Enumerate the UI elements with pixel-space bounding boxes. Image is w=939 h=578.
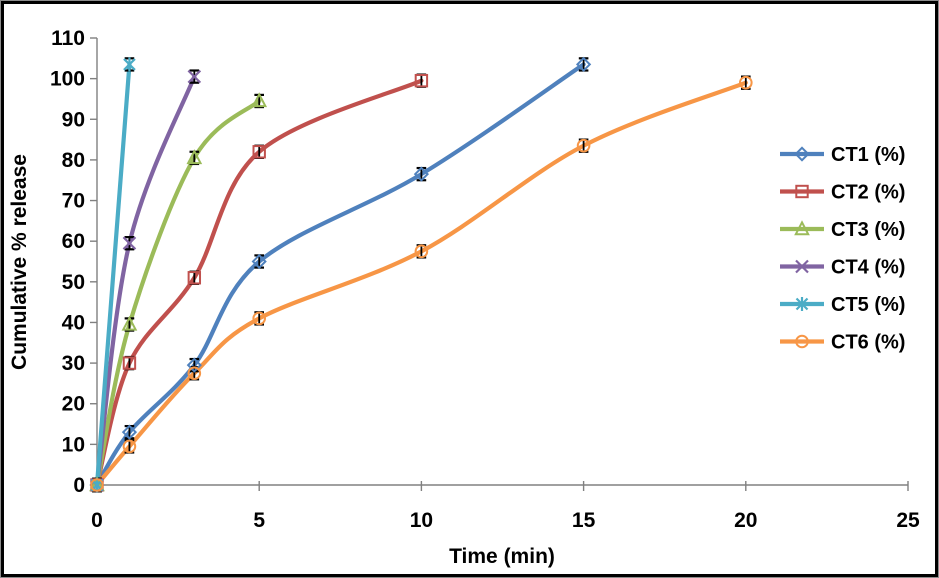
- marker-ct6: [576, 138, 591, 153]
- y-tick-label: 70: [62, 190, 85, 213]
- x-tick-label: 5: [253, 509, 265, 532]
- marker-ct3: [121, 315, 138, 331]
- marker-ct3: [251, 92, 268, 108]
- marker-ct1: [413, 166, 430, 182]
- series-line-ct5: [94, 62, 132, 488]
- y-tick-label: 60: [62, 230, 85, 253]
- legend-item-ct5: CT5 (%): [780, 294, 905, 316]
- y-tick-label: 50: [62, 271, 85, 294]
- legend-label-ct2: CT2 (%): [831, 182, 905, 204]
- plot-series: [89, 56, 753, 493]
- marker-ct6: [90, 478, 104, 492]
- marker-ct4: [122, 236, 137, 250]
- legend-label-ct4: CT4 (%): [831, 257, 905, 279]
- series-line-ct3: [94, 98, 262, 488]
- y-tick-label: 0: [73, 474, 85, 497]
- y-axis-title: Cumulative % release: [8, 154, 31, 370]
- legend-swatch-marker-ct6: [795, 334, 809, 349]
- series-line-ct6: [94, 80, 748, 488]
- marker-ct1: [251, 253, 267, 270]
- legend-swatch-marker-ct4: [795, 259, 809, 274]
- marker-ct2: [187, 271, 202, 285]
- legend-swatch-marker-ct1: [794, 146, 810, 162]
- series-line-ct1: [94, 62, 586, 488]
- x-tick-label: 20: [734, 509, 757, 532]
- series-line-ct2: [94, 78, 424, 488]
- marker-ct2: [252, 145, 266, 159]
- marker-ct6: [187, 366, 202, 381]
- marker-ct6: [122, 439, 137, 454]
- x-axis-title: Time (min): [449, 545, 555, 568]
- marker-ct6: [739, 75, 753, 90]
- marker-ct6: [252, 311, 267, 326]
- marker-ct2: [122, 356, 137, 370]
- legend-item-ct3: CT3 (%): [780, 219, 905, 241]
- marker-ct2: [414, 73, 429, 88]
- y-tick-label: 90: [62, 108, 85, 131]
- marker-ct1: [575, 56, 592, 73]
- marker-ct1: [121, 424, 138, 440]
- y-tick-label: 80: [62, 149, 85, 172]
- legend-item-ct2: CT2 (%): [780, 182, 905, 204]
- marker-ct1: [186, 357, 202, 373]
- legend-label-ct6: CT6 (%): [831, 332, 905, 354]
- legend-item-ct1: CT1 (%): [780, 144, 905, 166]
- marker-ct4: [187, 69, 202, 84]
- marker-ct6: [414, 244, 429, 259]
- y-tick-label: 30: [62, 352, 85, 375]
- x-tick-label: 15: [572, 509, 596, 532]
- legend-label-ct3: CT3 (%): [831, 219, 905, 241]
- y-tick-label: 100: [50, 68, 85, 91]
- y-tick-label: 110: [51, 27, 85, 50]
- legend-item-ct4: CT4 (%): [780, 257, 905, 279]
- legend-label-ct1: CT1 (%): [831, 144, 905, 166]
- marker-ct3: [186, 149, 203, 165]
- x-tick-label: 0: [91, 509, 103, 532]
- y-tick-label: 20: [62, 393, 85, 416]
- x-tick-label: 10: [410, 509, 433, 532]
- legend-label-ct5: CT5 (%): [831, 294, 905, 316]
- legend: CT1 (%) CT2 (%) CT3 (%) CT4 (%) CT5 (%) CT6 (…: [780, 144, 905, 354]
- x-tick-label: 25: [896, 509, 920, 532]
- legend-item-ct6: CT6 (%): [780, 332, 905, 354]
- legend-swatch-marker-ct3: [794, 220, 810, 236]
- y-tick-label: 10: [62, 433, 85, 456]
- legend-swatch-marker-ct2: [795, 184, 809, 199]
- y-tick-label: 40: [62, 311, 85, 334]
- axes: 0 10 20 30 40 50 60 70 80 90 100 110 0 5 10 15 20 25: [50, 27, 920, 532]
